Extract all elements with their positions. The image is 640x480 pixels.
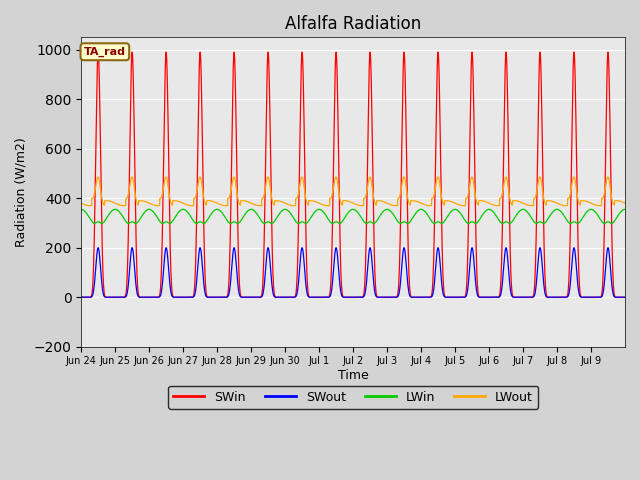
LWin [495,217,502,223]
LWout [503,178,511,183]
LWout [264,174,272,180]
LWin [77,206,85,212]
LWin [440,219,447,225]
SWout [495,294,503,300]
Legend: SWin, SWout, LWin, LWout: SWin, SWout, LWin, LWout [168,385,538,408]
SWin [503,70,511,75]
SWin [621,294,628,300]
SWin [495,294,503,300]
LWout [440,202,448,208]
LWin [429,220,436,226]
SWin [171,294,179,300]
LWin [574,220,582,226]
SWout [94,245,102,251]
SWin [77,294,85,300]
LWin [621,206,628,212]
SWout [503,249,511,255]
LWout [77,200,85,206]
LWout [479,198,487,204]
SWout [621,294,628,300]
SWout [440,293,448,299]
LWout [429,195,437,201]
LWout [495,203,503,208]
Title: Alfalfa Radiation: Alfalfa Radiation [285,15,421,33]
SWin [94,49,102,55]
Y-axis label: Radiation (W/m2): Radiation (W/m2) [15,137,28,247]
SWin [440,288,448,293]
SWout [479,294,487,300]
LWin [171,215,179,221]
SWout [171,294,179,300]
X-axis label: Time: Time [338,369,369,382]
Line: LWin: LWin [81,209,625,223]
LWin [503,219,511,225]
Line: SWin: SWin [81,52,625,297]
SWin [429,277,436,283]
SWout [77,294,85,300]
LWin [479,211,487,217]
SWout [429,291,436,297]
Line: LWout: LWout [81,177,625,205]
LWout [171,198,179,204]
LWout [86,203,93,208]
LWout [621,200,628,206]
Text: TA_rad: TA_rad [84,47,126,57]
Line: SWout: SWout [81,248,625,297]
SWin [479,294,487,300]
